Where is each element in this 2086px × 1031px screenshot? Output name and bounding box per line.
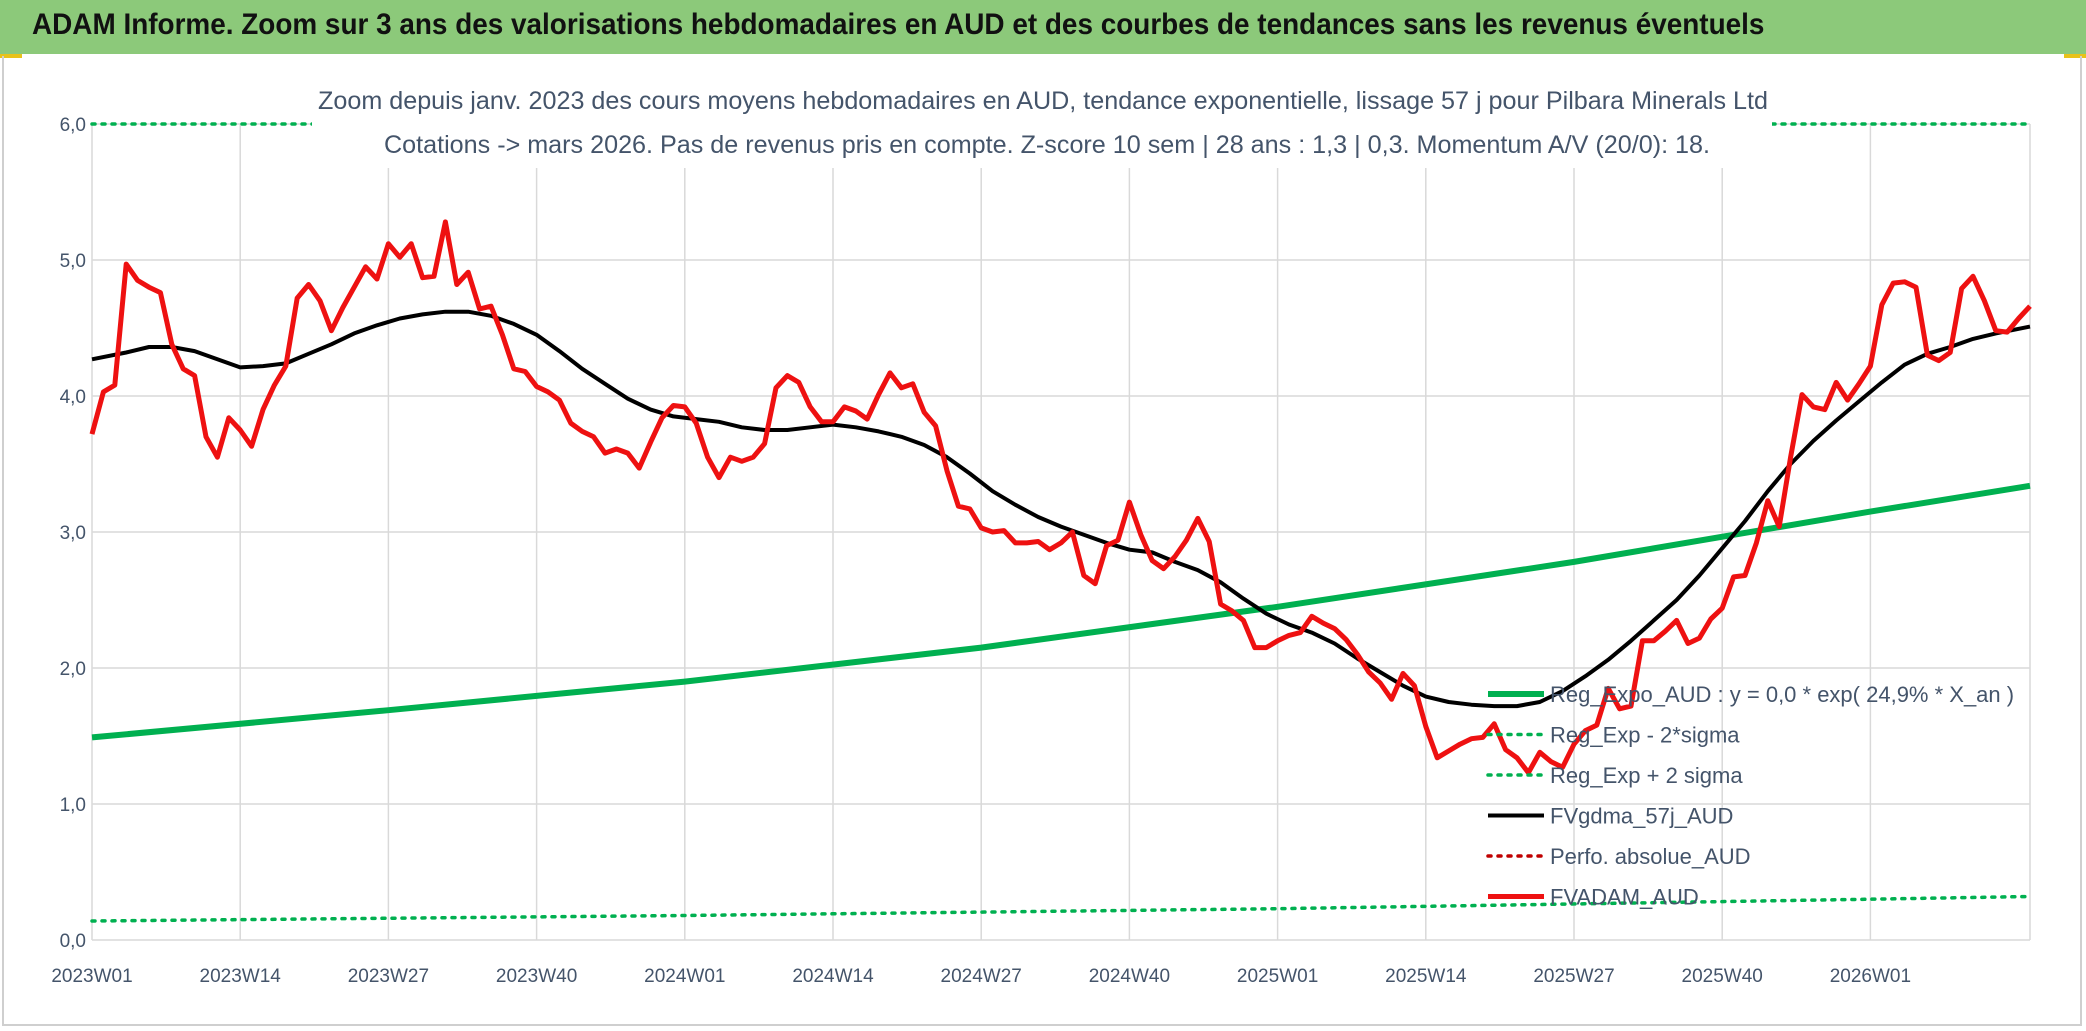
x-tick-label: 2024W01 xyxy=(644,966,725,987)
y-tick-label: 1,0 xyxy=(60,795,86,816)
series-layer xyxy=(89,122,2032,923)
header-accent-left xyxy=(0,54,22,58)
legend: Reg_Expo_AUD : y = 0,0 * exp( 24,9% * X_… xyxy=(1486,682,2014,910)
y-tick-label: 0,0 xyxy=(60,931,86,952)
x-tick-label: 2023W40 xyxy=(496,966,577,987)
x-tick-label: 2024W27 xyxy=(941,966,1022,987)
x-tick-label: 2023W27 xyxy=(348,966,429,987)
series-line-1 xyxy=(90,894,2032,923)
y-tick-label: 2,0 xyxy=(60,659,86,680)
y-axis: 0,0 1,0 2,0 3,0 4,0 5,0 6,0 xyxy=(60,115,86,952)
legend-label: Reg_Exp + 2 sigma xyxy=(1550,763,1743,788)
legend-label: FVADAM_AUD xyxy=(1550,885,1699,910)
y-tick-label: 4,0 xyxy=(60,387,86,408)
x-tick-label: 2025W40 xyxy=(1682,966,1763,987)
x-tick-label: 2023W14 xyxy=(200,966,282,987)
report-title: ADAM Informe. Zoom sur 3 ans des valoris… xyxy=(32,8,1765,41)
subtitle-line-2: Cotations -> mars 2026. Pas de revenus p… xyxy=(384,131,1710,159)
x-axis: 2023W01 2023W14 2023W27 2023W40 2024W01 2024W… xyxy=(51,966,1911,987)
y-tick-label: 3,0 xyxy=(60,523,86,544)
chart-subtitle: Zoom depuis janv. 2023 des cours moyens … xyxy=(312,82,1772,168)
series-line-0 xyxy=(91,482,2031,741)
series-line-5 xyxy=(89,219,2032,776)
x-tick-label: 2026W01 xyxy=(1830,966,1911,987)
x-tick-label: 2023W01 xyxy=(51,966,132,987)
x-tick-label: 2025W27 xyxy=(1533,966,1614,987)
chart-frame xyxy=(2,56,2082,1026)
legend-label: Perfo. absolue_AUD xyxy=(1550,844,1751,869)
y-tick-label: 6,0 xyxy=(60,115,86,136)
y-tick-label: 5,0 xyxy=(60,251,86,272)
report-header: ADAM Informe. Zoom sur 3 ans des valoris… xyxy=(0,0,2086,54)
subtitle-backdrop xyxy=(312,82,1772,168)
x-tick-label: 2024W14 xyxy=(792,966,874,987)
subtitle-line-1: Zoom depuis janv. 2023 des cours moyens … xyxy=(318,87,1768,115)
series-line-3 xyxy=(91,309,2031,709)
legend-label: Reg_Exp - 2*sigma xyxy=(1550,723,1740,748)
legend-label: FVgdma_57j_AUD xyxy=(1550,804,1733,829)
x-tick-label: 2025W01 xyxy=(1237,966,1318,987)
x-tick-label: 2024W40 xyxy=(1089,966,1170,987)
legend-label: Reg_Expo_AUD : y = 0,0 * exp( 24,9% * X_… xyxy=(1550,682,2014,707)
header-accent-right xyxy=(2064,54,2086,58)
x-tick-label: 2025W14 xyxy=(1385,966,1467,987)
